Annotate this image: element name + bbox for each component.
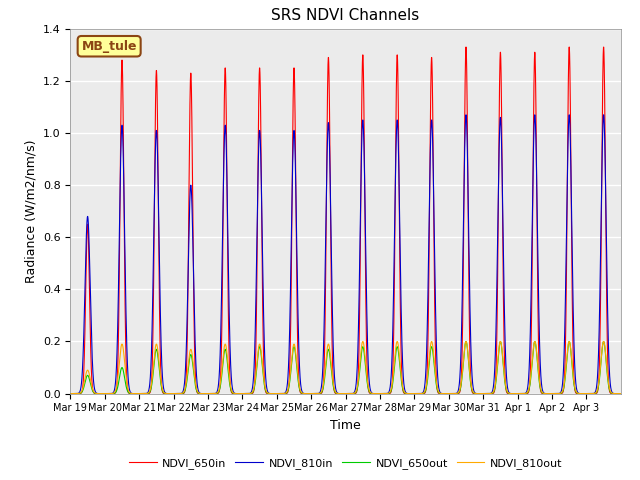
NDVI_650out xyxy=(471,391,479,396)
X-axis label: Time: Time xyxy=(330,419,361,432)
NDVI_650in xyxy=(617,391,625,396)
NDVI_650in xyxy=(67,391,74,396)
NDVI_650out xyxy=(67,391,74,396)
NDVI_810out xyxy=(600,338,607,344)
NDVI_810in xyxy=(276,391,284,396)
Line: NDVI_810out: NDVI_810out xyxy=(70,341,621,394)
NDVI_650out xyxy=(600,338,607,344)
NDVI_810in xyxy=(617,391,625,396)
NDVI_810in xyxy=(541,391,548,396)
Legend: NDVI_650in, NDVI_810in, NDVI_650out, NDVI_810out: NDVI_650in, NDVI_810in, NDVI_650out, NDV… xyxy=(124,454,567,474)
NDVI_810in xyxy=(67,391,74,396)
Title: SRS NDVI Channels: SRS NDVI Channels xyxy=(271,9,420,24)
NDVI_650in xyxy=(276,391,284,396)
NDVI_650in xyxy=(86,278,93,284)
NDVI_650out xyxy=(617,391,625,396)
NDVI_650in xyxy=(335,391,342,396)
Line: NDVI_650in: NDVI_650in xyxy=(70,47,621,394)
NDVI_650out xyxy=(373,391,381,396)
Y-axis label: Radiance (W/m2/nm/s): Radiance (W/m2/nm/s) xyxy=(24,140,37,283)
Line: NDVI_650out: NDVI_650out xyxy=(70,341,621,394)
NDVI_810in xyxy=(335,391,342,396)
NDVI_810out xyxy=(276,391,284,396)
NDVI_650in xyxy=(373,391,381,396)
NDVI_650in xyxy=(541,391,548,396)
NDVI_650out xyxy=(86,376,93,382)
NDVI_650in xyxy=(600,44,607,50)
NDVI_650out xyxy=(541,391,548,396)
NDVI_810out xyxy=(617,391,625,396)
NDVI_650out xyxy=(276,391,284,396)
Text: MB_tule: MB_tule xyxy=(81,40,137,53)
NDVI_810in xyxy=(471,390,479,396)
NDVI_810in xyxy=(86,248,93,254)
NDVI_810out xyxy=(373,391,381,396)
NDVI_810out xyxy=(67,391,74,396)
NDVI_810out xyxy=(471,391,479,396)
NDVI_810out xyxy=(86,372,93,377)
NDVI_650in xyxy=(471,391,479,396)
Line: NDVI_810in: NDVI_810in xyxy=(70,115,621,394)
NDVI_810in xyxy=(600,112,607,118)
NDVI_810out xyxy=(335,391,342,396)
NDVI_810out xyxy=(541,391,548,396)
NDVI_650out xyxy=(335,391,342,396)
NDVI_810in xyxy=(373,391,381,396)
